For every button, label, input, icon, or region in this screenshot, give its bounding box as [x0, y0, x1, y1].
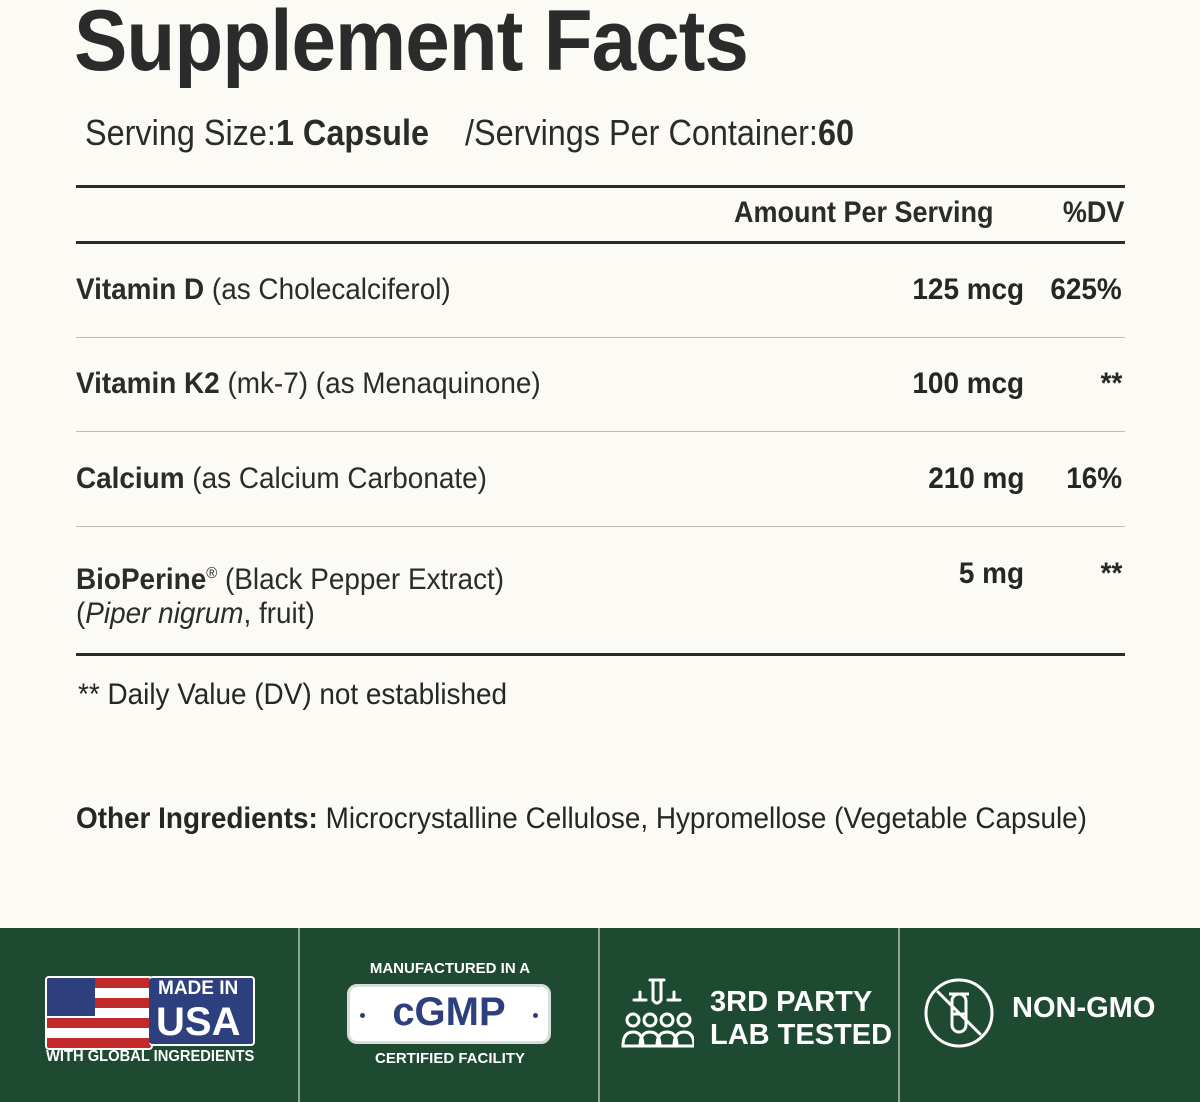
divider: [76, 431, 1125, 432]
ingredient-latin-name: Piper nigrum: [85, 597, 244, 630]
dv-header: %DV: [1062, 196, 1124, 229]
cgmp-bottom-label: CERTIFIED FACILITY: [375, 1050, 525, 1067]
made-in-label: MADE IN: [158, 978, 239, 999]
ingredient-dv: **: [1100, 367, 1122, 400]
ingredient-detail-rest: , fruit): [243, 597, 315, 630]
no-gmo-icon: [924, 978, 994, 1048]
table-row-name: Vitamin K2 (mk-7) (as Menaquinone): [76, 367, 541, 401]
usa-label-box: [149, 976, 255, 1046]
ingredient-detail: (Black Pepper Extract): [224, 563, 505, 596]
ingredient-amount: 210 mg: [927, 462, 1024, 495]
cgmp-top-label: MANUFACTURED IN A: [369, 960, 531, 977]
ingredient-detail: (mk-7) (as Menaquinone): [227, 367, 541, 400]
other-ingredients: Other Ingredients: Microcrystalline Cell…: [76, 802, 1087, 836]
ingredient-name: Vitamin K2: [76, 367, 220, 400]
cgmp-mark: cGMP: [392, 990, 506, 1034]
non-gmo-label: NON-GMO: [1012, 992, 1156, 1024]
lab-line-1: 3RD PARTY: [710, 986, 873, 1018]
lab-line-2: LAB TESTED: [710, 1019, 893, 1051]
ingredient-dv: 16%: [1066, 462, 1122, 495]
divider: [76, 653, 1125, 656]
ingredient-name: BioPerine: [76, 563, 207, 596]
other-ingredients-label: Other Ingredients:: [76, 802, 318, 835]
ingredient-name: Calcium: [76, 462, 185, 495]
table-row-name: Calcium (as Calcium Carbonate): [76, 462, 487, 496]
ingredient-detail: (as Cholecalciferol): [211, 273, 451, 306]
usa-label: USA: [156, 1000, 241, 1044]
ingredient-detail: (as Calcium Carbonate): [192, 462, 487, 495]
serving-size-label: Serving Size:: [85, 112, 276, 153]
divider: [76, 185, 1125, 188]
registered-mark: ®: [206, 565, 218, 582]
lab-test-icon: [621, 978, 694, 1048]
servings-per-container-value: 60: [817, 112, 854, 153]
ingredient-dv: **: [1100, 557, 1122, 590]
ingredient-dv: 625%: [1050, 273, 1122, 306]
ingredient-amount: 125 mcg: [912, 273, 1024, 306]
made-in-usa-badge: MADE IN USA WITH GLOBAL INGREDIENTS: [0, 928, 300, 1102]
table-row-name: Vitamin D (as Cholecalciferol): [76, 273, 451, 307]
trust-badges-banner: MADE IN USA WITH GLOBAL INGREDIENTS MANU…: [0, 928, 1200, 1102]
divider: [76, 241, 1125, 244]
servings-per-container-label: /Servings Per Container:: [464, 112, 818, 153]
lab-tested-badge: 3RD PARTY LAB TESTED: [600, 928, 900, 1102]
ingredient-name: Vitamin D: [76, 273, 205, 306]
non-gmo-badge: NON-GMO: [900, 928, 1200, 1102]
other-ingredients-value: Microcrystalline Cellulose, Hypromellose…: [325, 802, 1087, 835]
footnote: ** Daily Value (DV) not established: [78, 678, 508, 711]
global-ingredients-label: WITH GLOBAL INGREDIENTS: [46, 1048, 255, 1065]
cgmp-seal: cGMP: [347, 984, 551, 1044]
us-flag-icon: [45, 976, 153, 1050]
divider: [76, 526, 1125, 527]
ingredient-detail-open: (: [76, 597, 86, 630]
divider: [76, 337, 1125, 338]
ingredient-amount: 100 mcg: [912, 367, 1024, 400]
cgmp-badge: MANUFACTURED IN A cGMP CERTIFIED FACILIT…: [300, 928, 600, 1102]
amount-per-serving-header: Amount Per Serving: [734, 196, 994, 229]
page-title: Supplement Facts: [74, 0, 749, 89]
lab-tested-label: 3RD PARTY LAB TESTED: [710, 986, 892, 1052]
ingredient-amount: 5 mg: [958, 557, 1024, 590]
table-row-name: BioPerine® (Black Pepper Extract) (Piper…: [76, 557, 504, 631]
serving-info: Serving Size:1 Capsule/Servings Per Cont…: [85, 112, 854, 154]
serving-size-value: 1 Capsule: [275, 112, 429, 153]
